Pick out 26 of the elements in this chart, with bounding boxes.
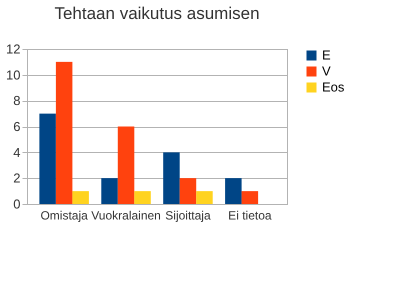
y-tick-label: 4 <box>13 144 20 160</box>
y-tick-label: 6 <box>13 119 20 134</box>
x-tick-label: Vuokralainen <box>91 208 161 222</box>
chart-title: Tehtaan vaikutus asumisen <box>54 4 260 23</box>
x-tick-label: Omistaja <box>40 208 88 222</box>
bar <box>118 126 134 204</box>
y-tick-label: 8 <box>13 93 20 108</box>
y-tick-label: 0 <box>13 196 20 212</box>
bar <box>39 114 56 204</box>
x-tick-label: Ei tietoa <box>228 208 272 222</box>
bar <box>196 191 213 204</box>
legend-label: Eos <box>322 80 345 94</box>
bar <box>101 178 118 204</box>
bar <box>56 62 72 204</box>
bar <box>180 178 196 204</box>
bar <box>225 178 242 204</box>
bar <box>134 191 151 204</box>
y-tick-label: 10 <box>6 67 20 82</box>
legend-label: V <box>322 64 331 78</box>
bar <box>163 152 180 204</box>
y-tick-label: 12 <box>6 42 20 56</box>
legend-label: E <box>322 48 331 62</box>
x-tick-label: Sijoittaja <box>165 208 211 222</box>
bar <box>72 191 89 204</box>
y-tick-label: 2 <box>13 170 20 186</box>
bar <box>242 191 258 204</box>
